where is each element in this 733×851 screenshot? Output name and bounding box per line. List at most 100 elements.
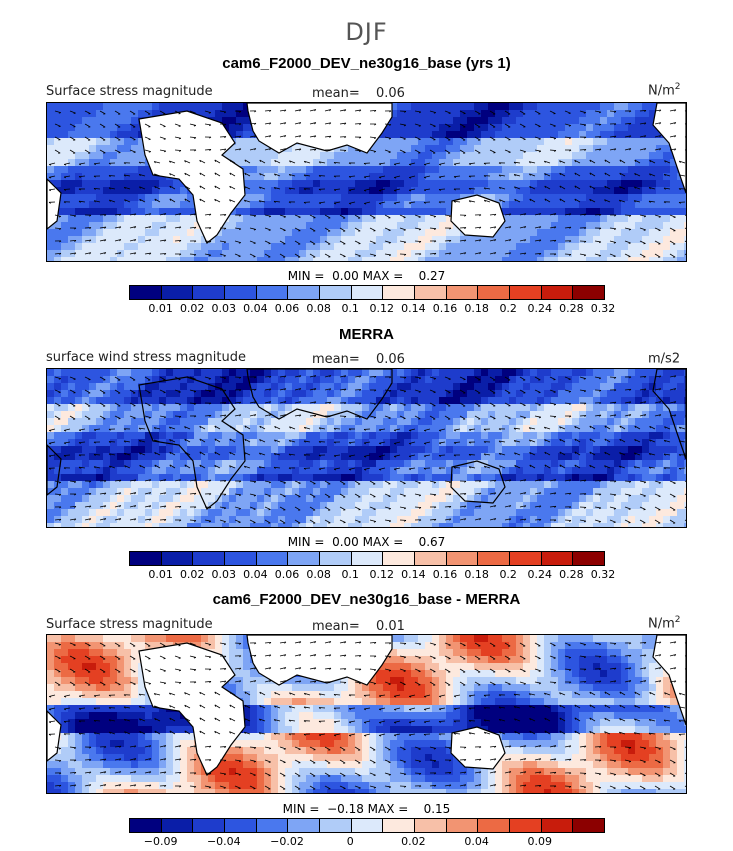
panel-2-map bbox=[46, 368, 687, 528]
colorbar-swatch bbox=[446, 552, 479, 565]
colorbar-swatch bbox=[320, 819, 352, 832]
colorbar-swatch bbox=[288, 552, 321, 565]
colorbar-tick-label: 0.28 bbox=[559, 568, 584, 581]
panel-1-colorbar-ticks: 0.01 0.02 0.03 0.04 0.06 0.08 0.1 0.12 0.14 0.16 0… bbox=[129, 302, 615, 316]
colorbar-tick-label: 0 bbox=[346, 835, 354, 848]
colorbar-tick-label: 0.18 bbox=[464, 568, 489, 581]
colorbar-swatch bbox=[415, 552, 447, 565]
panel-3-colorbar-ticks: −0.09 −0.04 −0.02 0 0.02 0.04 0.09 bbox=[129, 835, 605, 849]
colorbar-tick-label: −0.09 bbox=[143, 835, 178, 848]
colorbar-swatch bbox=[351, 286, 384, 299]
panel-2-field-label: surface wind stress magnitude bbox=[46, 350, 246, 365]
colorbar-tick-label: 0.04 bbox=[243, 568, 268, 581]
panel-3-mean-value: 0.01 bbox=[376, 619, 405, 634]
colorbar-tick-label: 0.14 bbox=[401, 568, 426, 581]
colorbar-swatch bbox=[510, 286, 542, 299]
colorbar-swatch bbox=[351, 819, 384, 832]
colorbar-swatch bbox=[161, 552, 194, 565]
panel-1-mean-value: 0.06 bbox=[376, 86, 405, 101]
colorbar-swatch bbox=[510, 819, 542, 832]
colorbar-tick-label: 0.02 bbox=[179, 302, 205, 315]
colorbar-tick-label: 0.12 bbox=[369, 568, 395, 581]
colorbar-swatch bbox=[351, 552, 384, 565]
colorbar-tick-label: 0.06 bbox=[274, 568, 300, 581]
panel-3-title: cam6_F2000_DEV_ne30g16_base - MERRA bbox=[212, 591, 521, 608]
colorbar-swatch bbox=[415, 819, 447, 832]
panel-2-mean-value: 0.06 bbox=[376, 352, 405, 367]
colorbar-swatch bbox=[541, 819, 574, 832]
colorbar-tick-label: 0.08 bbox=[306, 568, 331, 581]
colorbar-tick-label: 0.03 bbox=[211, 568, 237, 581]
colorbar-tick-label: 0.32 bbox=[590, 302, 616, 315]
colorbar-tick-label: −0.04 bbox=[206, 835, 241, 848]
colorbar-swatch bbox=[478, 552, 511, 565]
colorbar-swatch bbox=[478, 286, 511, 299]
colorbar-swatch bbox=[288, 286, 321, 299]
panel-1-units: N/m2 bbox=[648, 82, 681, 99]
colorbar-tick-label: 0.1 bbox=[341, 302, 359, 315]
colorbar-tick-label: 0.08 bbox=[306, 302, 331, 315]
colorbar-tick-label: 0.24 bbox=[527, 568, 553, 581]
panel-1-mean-label: mean= bbox=[312, 86, 360, 101]
colorbar-swatch bbox=[256, 552, 289, 565]
colorbar-swatch bbox=[130, 552, 162, 565]
colorbar-tick-label: 0.18 bbox=[464, 302, 489, 315]
colorbar-swatch bbox=[478, 819, 511, 832]
colorbar-swatch bbox=[446, 819, 479, 832]
colorbar-tick-label: 0.04 bbox=[464, 835, 489, 848]
colorbar-tick-label: 0.32 bbox=[590, 568, 616, 581]
panel-1-title: cam6_F2000_DEV_ne30g16_base (yrs 1) bbox=[222, 55, 511, 72]
colorbar-tick-label: 0.04 bbox=[243, 302, 268, 315]
colorbar-swatch bbox=[383, 286, 416, 299]
colorbar-swatch bbox=[541, 286, 574, 299]
panel-2-colorbar-ticks: 0.01 0.02 0.03 0.04 0.06 0.08 0.1 0.12 0.14 0.16 0… bbox=[129, 568, 615, 582]
panel-2-title: MERRA bbox=[339, 326, 394, 343]
colorbar-swatch bbox=[320, 552, 352, 565]
colorbar-swatch bbox=[130, 819, 162, 832]
colorbar-tick-label: 0.28 bbox=[559, 302, 584, 315]
panel-3-minmax: MIN = −0.18 MAX = 0.15 bbox=[282, 802, 451, 816]
colorbar-swatch bbox=[225, 286, 257, 299]
colorbar-swatch bbox=[446, 286, 479, 299]
colorbar-tick-label: 0.01 bbox=[148, 302, 173, 315]
colorbar-swatch bbox=[573, 552, 605, 565]
colorbar-swatch bbox=[510, 552, 542, 565]
colorbar-tick-label: 0.02 bbox=[401, 835, 426, 848]
panel-1-minmax: MIN = 0.00 MAX = 0.27 bbox=[287, 269, 446, 283]
colorbar-swatch bbox=[383, 819, 416, 832]
panel-3-map bbox=[46, 634, 687, 794]
panel-2-minmax: MIN = 0.00 MAX = 0.67 bbox=[287, 535, 446, 549]
colorbar-swatch bbox=[193, 552, 226, 565]
panel-3-colorbar bbox=[129, 818, 605, 833]
colorbar-swatch bbox=[320, 286, 352, 299]
colorbar-tick-label: 0.06 bbox=[274, 302, 300, 315]
colorbar-tick-label: −0.02 bbox=[270, 835, 304, 848]
colorbar-swatch bbox=[225, 552, 257, 565]
colorbar-tick-label: 0.1 bbox=[341, 568, 359, 581]
colorbar-swatch bbox=[573, 819, 605, 832]
colorbar-swatch bbox=[193, 819, 226, 832]
panel-2-units: m/s2 bbox=[648, 351, 681, 367]
panel-3-mean-label: mean= bbox=[312, 619, 360, 634]
colorbar-tick-label: 0.09 bbox=[527, 835, 553, 848]
colorbar-swatch bbox=[256, 819, 289, 832]
panel-2-mean-label: mean= bbox=[312, 352, 360, 367]
colorbar-tick-label: 0.16 bbox=[432, 302, 458, 315]
colorbar-tick-label: 0.12 bbox=[369, 302, 395, 315]
panel-3-field-label: Surface stress magnitude bbox=[46, 617, 213, 632]
colorbar-swatch bbox=[161, 286, 194, 299]
panel-3-units: N/m2 bbox=[648, 615, 681, 632]
colorbar-tick-label: 0.16 bbox=[432, 568, 458, 581]
panel-1-field-label: Surface stress magnitude bbox=[46, 84, 213, 99]
colorbar-swatch bbox=[161, 819, 194, 832]
colorbar-tick-label: 0.2 bbox=[499, 568, 517, 581]
colorbar-tick-label: 0.14 bbox=[401, 302, 426, 315]
colorbar-tick-label: 0.2 bbox=[499, 302, 517, 315]
colorbar-swatch bbox=[541, 552, 574, 565]
colorbar-tick-label: 0.03 bbox=[211, 302, 237, 315]
panel-1-colorbar bbox=[129, 285, 605, 300]
colorbar-tick-label: 0.24 bbox=[527, 302, 553, 315]
colorbar-swatch bbox=[193, 286, 226, 299]
colorbar-tick-label: 0.01 bbox=[148, 568, 173, 581]
panel-2-colorbar bbox=[129, 551, 605, 566]
